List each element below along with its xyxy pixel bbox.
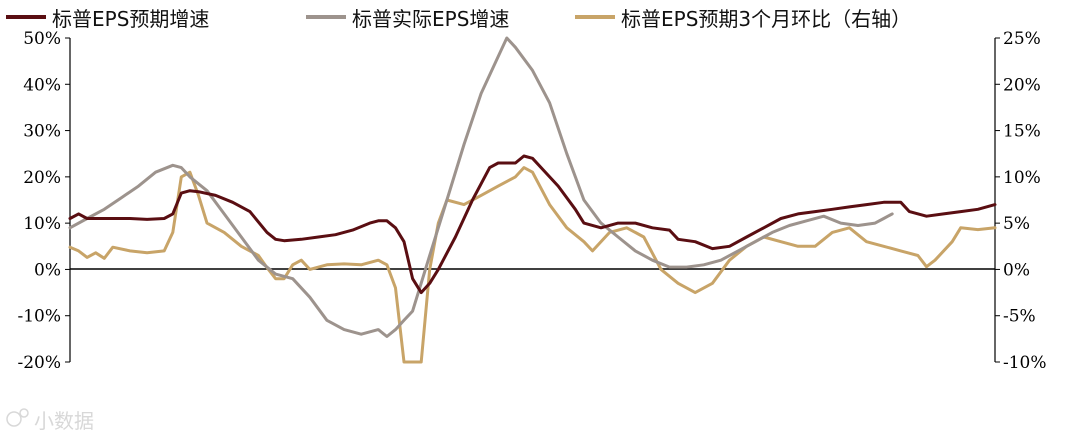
series-expected-growth-line	[68, 154, 997, 295]
legend-swatch-expected-growth	[6, 15, 46, 19]
right-y-ticks: -10% -5% 0% 5% 10% 15% 20% 25%	[995, 29, 1047, 373]
legend-item-expected-growth: 标普EPS预期增速	[6, 4, 210, 31]
legend-item-actual-growth: 标普实际EPS增速	[306, 4, 510, 31]
legend-label-3m-change: 标普EPS预期3个月环比（右轴）	[621, 6, 912, 31]
legend-swatch-3m-change	[575, 15, 615, 19]
left-tick-label: 20%	[23, 168, 61, 188]
watermark-text: 小数据	[34, 409, 94, 433]
right-tick-label: 20%	[1003, 75, 1041, 95]
legend-label-actual-growth: 标普实际EPS增速	[352, 6, 510, 31]
series-3m-change-line	[68, 166, 997, 364]
series-lines	[68, 36, 997, 364]
legend-swatch-actual-growth	[306, 15, 346, 19]
left-tick-label: 10%	[23, 214, 61, 234]
left-tick-label: 30%	[23, 122, 61, 142]
right-tick-label: 15%	[1003, 122, 1041, 142]
left-y-ticks: -20% -10% 0% 10% 20% 30% 40% 50%	[17, 29, 70, 373]
watermark-logo: 小数据	[6, 408, 94, 433]
series-actual-growth-line	[68, 36, 894, 338]
right-tick-label: 0%	[1003, 260, 1030, 280]
right-tick-label: 25%	[1003, 29, 1041, 49]
left-tick-label: -20%	[17, 353, 61, 373]
plot-frame	[69, 38, 996, 362]
legend-label-expected-growth: 标普EPS预期增速	[52, 6, 210, 31]
right-tick-label: 5%	[1003, 214, 1030, 234]
legend-item-3m-change: 标普EPS预期3个月环比（右轴）	[575, 4, 912, 31]
legend: 标普EPS预期增速 标普实际EPS增速 标普EPS预期3个月环比（右轴）	[0, 0, 1080, 34]
left-tick-label: -10%	[17, 307, 61, 327]
right-tick-label: -5%	[1003, 307, 1036, 327]
left-tick-label: 40%	[23, 75, 61, 95]
left-tick-label: 0%	[34, 260, 61, 280]
left-tick-label: 50%	[23, 29, 61, 49]
right-tick-label: -10%	[1003, 353, 1047, 373]
right-tick-label: 10%	[1003, 168, 1041, 188]
